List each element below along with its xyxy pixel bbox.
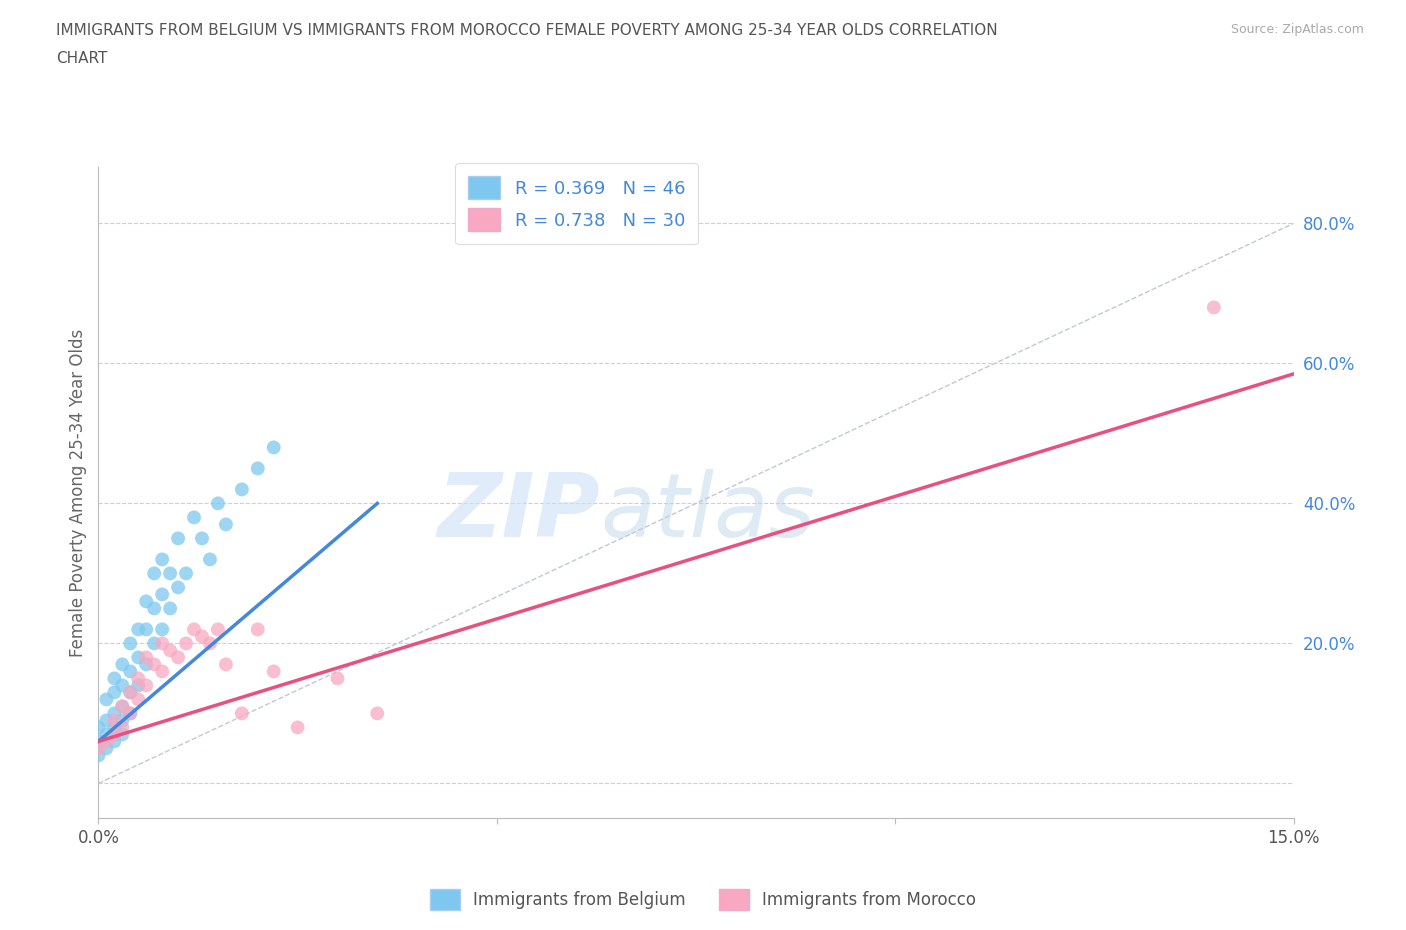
Point bbox=[143, 601, 166, 616]
Point bbox=[135, 678, 157, 693]
Legend: R = 0.369   N = 46, R = 0.738   N = 30: R = 0.369 N = 46, R = 0.738 N = 30 bbox=[456, 164, 697, 244]
Point bbox=[120, 706, 142, 721]
Text: atlas: atlas bbox=[600, 470, 815, 555]
Point bbox=[174, 566, 197, 581]
Point bbox=[159, 643, 181, 658]
Point bbox=[96, 734, 118, 749]
Point bbox=[150, 587, 173, 602]
Point bbox=[263, 440, 285, 455]
Point bbox=[111, 657, 134, 671]
Point bbox=[150, 552, 173, 567]
Point bbox=[96, 741, 118, 756]
Text: CHART: CHART bbox=[56, 51, 108, 66]
Point bbox=[183, 622, 205, 637]
Point bbox=[174, 636, 197, 651]
Point bbox=[120, 706, 142, 721]
Point bbox=[127, 671, 149, 685]
Point bbox=[135, 650, 157, 665]
Point bbox=[215, 517, 238, 532]
Point bbox=[103, 713, 125, 728]
Text: ZIP: ZIP bbox=[437, 469, 600, 556]
Point bbox=[207, 496, 229, 511]
Point bbox=[246, 622, 269, 637]
Text: Source: ZipAtlas.com: Source: ZipAtlas.com bbox=[1230, 23, 1364, 36]
Point bbox=[183, 510, 205, 525]
Point bbox=[326, 671, 349, 685]
Point bbox=[103, 720, 125, 735]
Text: IMMIGRANTS FROM BELGIUM VS IMMIGRANTS FROM MOROCCO FEMALE POVERTY AMONG 25-34 YE: IMMIGRANTS FROM BELGIUM VS IMMIGRANTS FR… bbox=[56, 23, 998, 38]
Point bbox=[143, 636, 166, 651]
Point bbox=[103, 671, 125, 685]
Point bbox=[215, 657, 238, 671]
Point bbox=[135, 657, 157, 671]
Point bbox=[103, 727, 125, 742]
Point bbox=[231, 706, 253, 721]
Point bbox=[246, 461, 269, 476]
Point bbox=[143, 566, 166, 581]
Y-axis label: Female Poverty Among 25-34 Year Olds: Female Poverty Among 25-34 Year Olds bbox=[69, 329, 87, 657]
Point bbox=[1202, 300, 1225, 315]
Point bbox=[96, 727, 118, 742]
Point bbox=[120, 636, 142, 651]
Point bbox=[87, 748, 110, 763]
Point bbox=[111, 699, 134, 714]
Point bbox=[127, 650, 149, 665]
Point bbox=[87, 734, 110, 749]
Point bbox=[127, 692, 149, 707]
Point bbox=[135, 622, 157, 637]
Point bbox=[167, 580, 190, 595]
Legend: Immigrants from Belgium, Immigrants from Morocco: Immigrants from Belgium, Immigrants from… bbox=[423, 883, 983, 917]
Point bbox=[87, 720, 110, 735]
Point bbox=[366, 706, 388, 721]
Point bbox=[207, 622, 229, 637]
Point bbox=[96, 692, 118, 707]
Point bbox=[191, 531, 214, 546]
Point bbox=[103, 734, 125, 749]
Point bbox=[143, 657, 166, 671]
Point bbox=[287, 720, 309, 735]
Point bbox=[167, 531, 190, 546]
Point bbox=[103, 706, 125, 721]
Point bbox=[159, 566, 181, 581]
Point bbox=[120, 664, 142, 679]
Point bbox=[111, 727, 134, 742]
Point bbox=[87, 741, 110, 756]
Point bbox=[120, 685, 142, 700]
Point bbox=[198, 552, 221, 567]
Point bbox=[150, 664, 173, 679]
Point bbox=[231, 482, 253, 497]
Point bbox=[111, 720, 134, 735]
Point bbox=[135, 594, 157, 609]
Point bbox=[150, 622, 173, 637]
Point bbox=[120, 685, 142, 700]
Point bbox=[111, 713, 134, 728]
Point bbox=[103, 685, 125, 700]
Point bbox=[150, 636, 173, 651]
Point bbox=[191, 629, 214, 644]
Point bbox=[96, 713, 118, 728]
Point bbox=[111, 678, 134, 693]
Point bbox=[127, 622, 149, 637]
Point bbox=[198, 636, 221, 651]
Point bbox=[167, 650, 190, 665]
Point bbox=[127, 678, 149, 693]
Point bbox=[263, 664, 285, 679]
Point bbox=[159, 601, 181, 616]
Point bbox=[111, 699, 134, 714]
